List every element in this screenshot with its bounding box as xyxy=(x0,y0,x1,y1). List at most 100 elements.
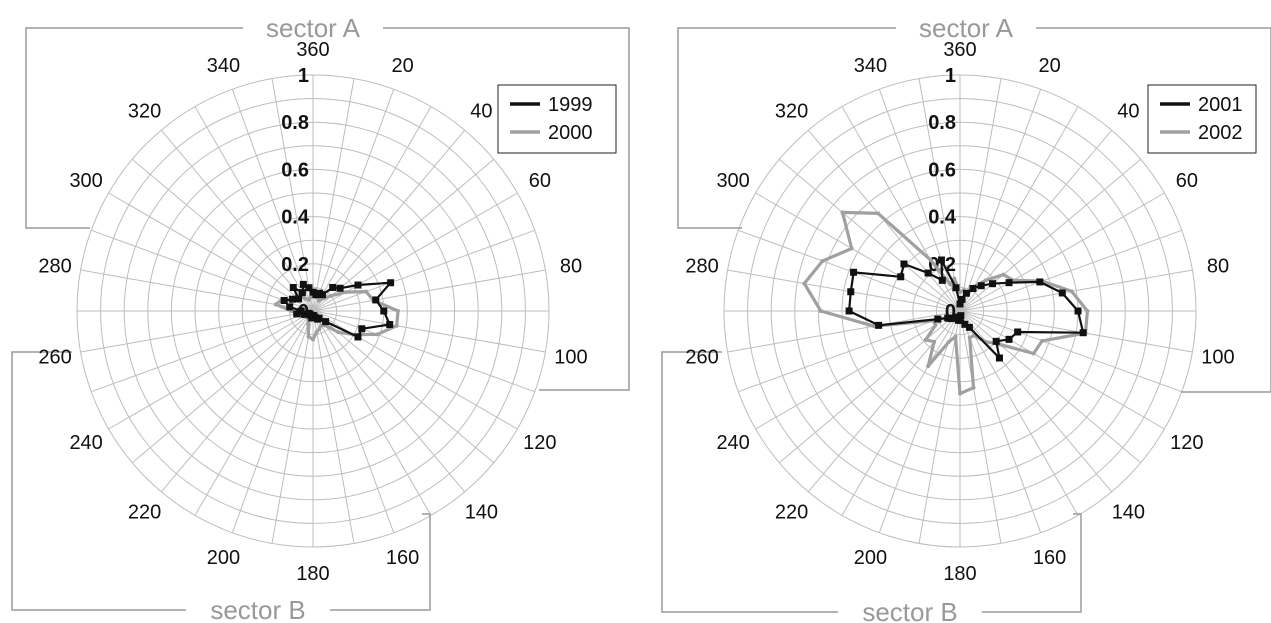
polar-grid xyxy=(76,74,550,548)
polar-chart-1999-2000: sector A sector B 360 20 40 60 80 100 120 140 160 1… xyxy=(11,13,630,623)
data-point-2000-330 xyxy=(303,296,308,301)
radial-label-0-4: 0.4 xyxy=(928,207,957,229)
grid-spoke xyxy=(80,310,314,353)
data-point-1999-350 xyxy=(305,284,313,292)
data-point-1999-10 xyxy=(312,291,320,299)
data-point-2001-150 xyxy=(965,323,973,331)
angle-label-20: 20 xyxy=(1038,55,1060,77)
polar-chart-2001-2002: sector A sector B 360 20 40 60 80 100 120 140 160 1… xyxy=(661,13,1271,623)
data-point-2000-70 xyxy=(364,289,369,294)
legend-label-2002: 2002 xyxy=(1198,122,1243,144)
grid-spoke xyxy=(878,89,961,312)
grid-spoke xyxy=(738,310,961,393)
grid-spoke xyxy=(841,310,961,516)
radial-label-0-8: 0.8 xyxy=(281,112,309,134)
angle-label-280: 280 xyxy=(38,256,71,278)
angle-label-80: 80 xyxy=(560,256,582,278)
data-point-2002-300 xyxy=(849,246,854,251)
data-point-1999-50 xyxy=(336,284,344,292)
grid-spoke xyxy=(959,310,1042,533)
sector-a-bracket: sector A xyxy=(677,13,1271,393)
data-point-1999-90 xyxy=(380,307,388,315)
grid-spoke xyxy=(959,229,1182,312)
data-point-2002-220 xyxy=(932,339,937,344)
data-point-2001-90 xyxy=(1074,307,1082,315)
angle-label-260: 260 xyxy=(685,346,718,368)
data-point-2002-110 xyxy=(1040,338,1045,343)
data-point-2000-90 xyxy=(395,309,400,313)
data-point-2001-350 xyxy=(952,284,960,292)
polar-grid xyxy=(723,74,1197,548)
grid-spoke xyxy=(959,310,1193,353)
data-point-1999-80 xyxy=(372,296,380,304)
data-point-1999-290 xyxy=(280,297,288,305)
angle-label-220: 220 xyxy=(128,502,161,524)
data-point-2001-280 xyxy=(847,288,855,296)
grid-spoke xyxy=(108,192,314,312)
data-point-2002-350 xyxy=(952,276,957,281)
sector-a-label: sector A xyxy=(919,13,1014,43)
data-point-2002-260 xyxy=(872,324,877,329)
angle-label-160: 160 xyxy=(386,547,419,569)
grid-spoke xyxy=(959,89,1042,312)
grid-spoke xyxy=(312,229,535,312)
legend-label-1999: 1999 xyxy=(548,94,593,116)
grid-spoke xyxy=(271,78,314,312)
grid-spoke xyxy=(959,310,1079,516)
data-point-2000-50 xyxy=(329,293,334,298)
legend: 1999 2000 xyxy=(497,84,617,154)
angle-label-320: 320 xyxy=(775,100,808,122)
data-point-2001-30 xyxy=(969,285,977,293)
legend-label-2001: 2001 xyxy=(1198,94,1243,116)
data-point-2000-280 xyxy=(273,302,278,307)
angle-label-40: 40 xyxy=(1117,100,1139,122)
data-point-2001-270 xyxy=(845,307,853,315)
data-point-1999-330 xyxy=(298,289,306,297)
legend-label-2000: 2000 xyxy=(548,122,593,144)
angle-label-260: 260 xyxy=(38,346,71,368)
angle-label-200: 200 xyxy=(207,547,240,569)
angle-labels: 360 20 40 60 80 100 120 140 160 180 200 220 240 260 28… xyxy=(685,39,1234,585)
data-point-2002-120 xyxy=(1031,351,1036,356)
grid-spoke xyxy=(959,310,1165,430)
grid-spoke xyxy=(194,106,314,312)
left-chart-panel: sector A sector B 360 20 40 60 80 100 120 140 160 1… xyxy=(11,13,630,623)
angle-label-60: 60 xyxy=(1176,170,1198,192)
data-point-2000-180 xyxy=(311,337,315,342)
data-point-1999-100 xyxy=(386,321,394,329)
data-point-2002-310 xyxy=(840,210,845,215)
grid-spoke xyxy=(231,310,314,533)
data-point-1999-60 xyxy=(354,281,362,289)
angle-label-200: 200 xyxy=(854,547,887,569)
grid-spoke xyxy=(312,106,432,312)
radial-label-1: 1 xyxy=(945,65,956,87)
data-point-2001-40 xyxy=(977,282,985,290)
grid-spoke xyxy=(131,158,314,312)
data-point-2002-50 xyxy=(1001,272,1006,277)
sector-b-label: sector B xyxy=(862,597,957,623)
grid-spoke xyxy=(231,89,314,312)
grid-spoke xyxy=(91,229,314,312)
data-point-2000-60 xyxy=(343,290,348,295)
angle-label-240: 240 xyxy=(716,432,749,454)
grid-spoke xyxy=(312,89,395,312)
angle-label-160: 160 xyxy=(1033,547,1066,569)
radial-label-0-6: 0.6 xyxy=(281,159,309,181)
data-point-1999-260 xyxy=(293,310,301,318)
data-point-2002-80 xyxy=(1069,289,1074,294)
data-point-2001-320 xyxy=(924,269,932,277)
data-point-1999-300 xyxy=(289,295,297,303)
data-point-2001-240 xyxy=(944,314,952,322)
data-point-2001-310 xyxy=(900,260,908,268)
angle-label-140: 140 xyxy=(465,502,498,524)
angle-label-220: 220 xyxy=(775,502,808,524)
sector-b-bracket: sector B xyxy=(661,351,1082,623)
legend: 2001 2002 xyxy=(1147,84,1257,154)
grid-spoke xyxy=(959,310,1002,544)
data-point-2002-280 xyxy=(802,281,807,286)
data-point-1999-130 xyxy=(322,318,330,326)
sector-a-bracket: sector A xyxy=(25,13,630,391)
data-point-1999-320 xyxy=(289,283,297,291)
data-point-2002-180 xyxy=(958,391,962,396)
grid-spoke xyxy=(959,192,1165,312)
